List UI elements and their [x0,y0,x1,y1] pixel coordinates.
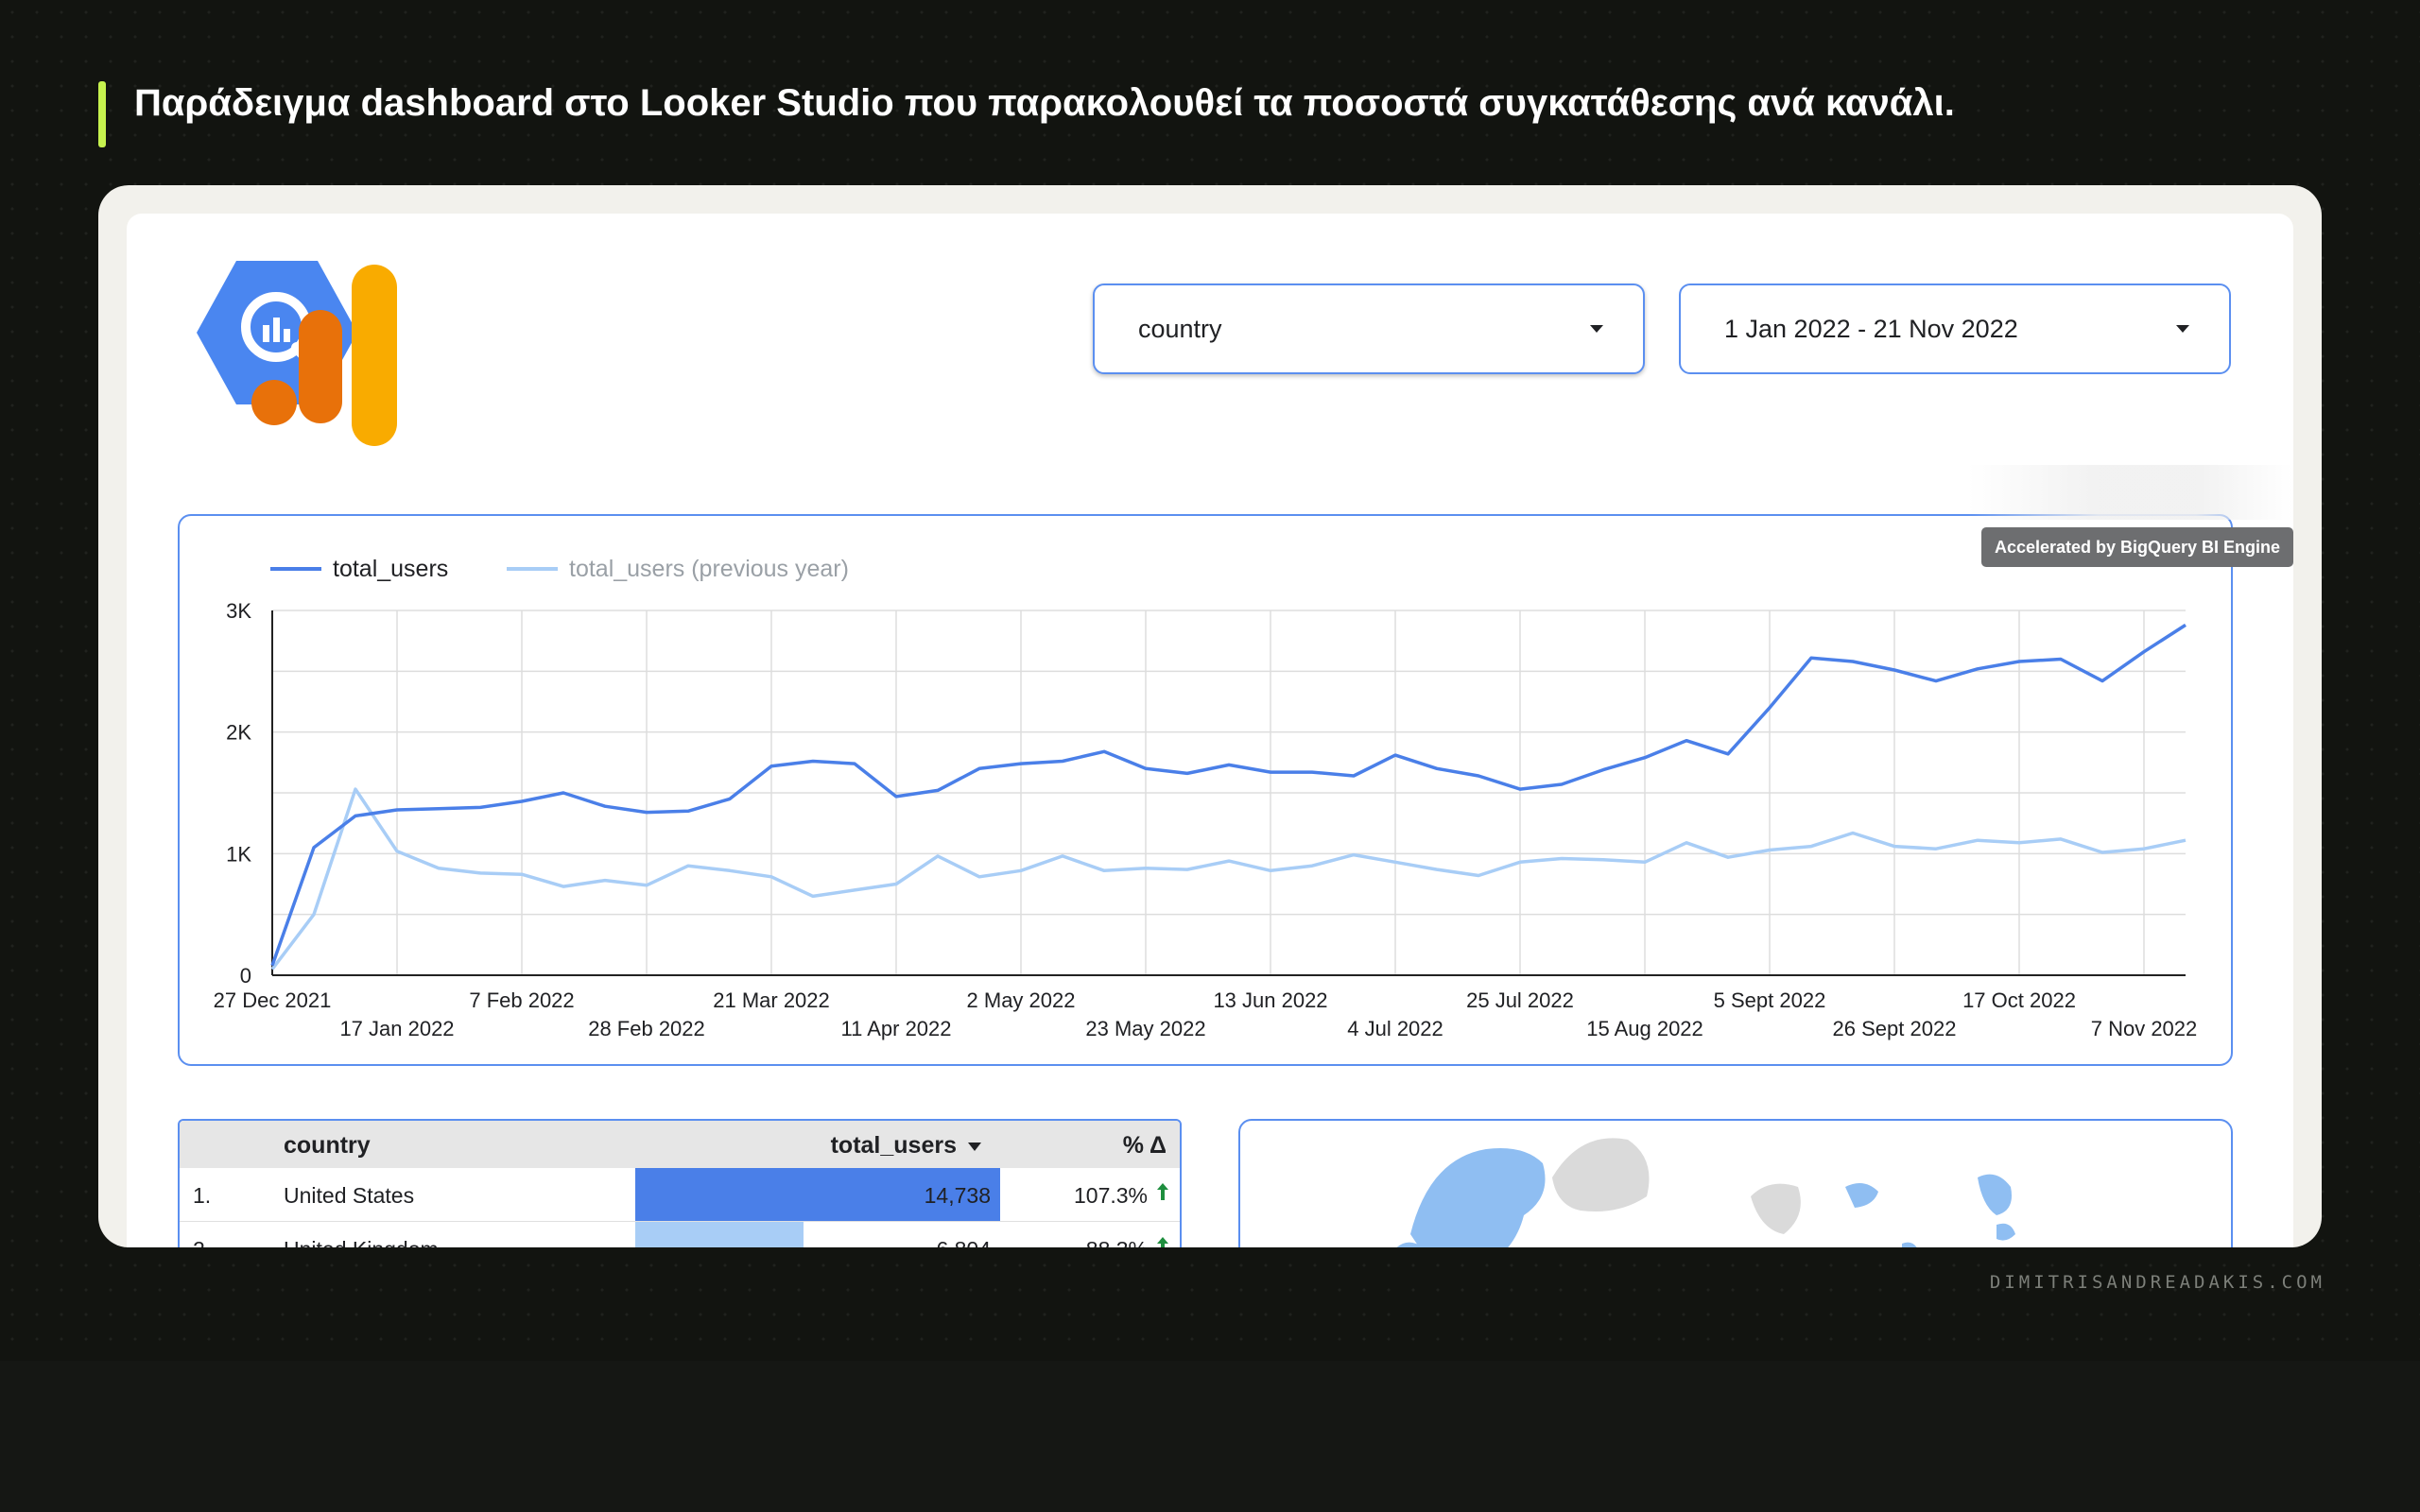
row-country: United Kingdom [284,1237,439,1247]
row-delta: 107.3% [1073,1183,1148,1208]
watermark: DIMITRISANDREADAKIS.COM [1989,1272,2325,1293]
chevron-down-icon [2176,325,2189,333]
geo-map-chart[interactable] [1238,1119,2233,1247]
x-tick-label: 2 May 2022 [967,988,1076,1012]
row-users-bar [635,1168,1000,1221]
arrow-up-icon [1157,1183,1168,1200]
x-tick-label: 23 May 2022 [1085,1017,1205,1040]
table-header: country total_users % Δ [180,1121,1180,1168]
country-table[interactable]: country total_users % Δ 1. United States… [178,1119,1182,1247]
row-index: 2. [193,1237,211,1247]
bi-engine-badge: Accelerated by BigQuery BI Engine [1981,527,2293,567]
series-line-previous-year [270,787,2187,971]
row-delta: 88.3% [1086,1237,1148,1247]
country-filter-value: country [1138,314,1222,343]
column-header-total-users[interactable]: total_users [831,1132,981,1160]
y-tick-label: 1K [226,842,251,866]
chart-toolbar [1968,465,2293,520]
row-users-bar [635,1222,804,1247]
table-row[interactable]: 2. United Kingdom 6,804 88.3% [180,1221,1180,1247]
background-footer [0,1361,2420,1512]
row-index: 1. [193,1183,212,1208]
x-tick-label: 13 Jun 2022 [1213,988,1327,1012]
x-tick-label: 7 Nov 2022 [2091,1017,2198,1040]
caption: Παράδειγμα dashboard στο Looker Studio π… [134,82,1955,124]
x-tick-label: 21 Mar 2022 [713,988,830,1012]
table-row[interactable]: 1. United States 14,738 107.3% [180,1168,1180,1221]
x-tick-label: 4 Jul 2022 [1347,1017,1443,1040]
country-filter-dropdown[interactable]: country [1093,284,1645,374]
x-tick-label: 17 Jan 2022 [339,1017,454,1040]
legend-label: total_users (previous year) [569,556,849,582]
x-tick-label: 27 Dec 2021 [214,988,332,1012]
looker-dashboard: country 1 Jan 2022 - 21 Nov 2022 0 1K 2K 3K… [127,214,2293,1247]
x-tick-label: 7 Feb 2022 [469,988,574,1012]
arrow-up-icon [1157,1237,1168,1247]
date-range-value: 1 Jan 2022 - 21 Nov 2022 [1724,314,2018,343]
geo-map-icon [1396,1138,2015,1247]
x-tick-label: 17 Oct 2022 [1962,988,2076,1012]
y-tick-label: 3K [226,599,251,623]
y-tick-label: 0 [240,964,251,988]
x-tick-label: 5 Sept 2022 [1714,988,1826,1012]
series-line-total-users [270,623,2187,967]
y-tick-label: 2K [226,721,251,745]
x-tick-label: 25 Jul 2022 [1466,988,1574,1012]
x-tick-label: 11 Apr 2022 [840,1017,951,1040]
column-header-total-users-label: total_users [830,1132,957,1159]
chart-canvas: 0 1K 2K 3K 27 Dec 2021 7 Feb 2022 21 Mar 2022 2… [214,556,2198,1040]
chevron-down-icon [1590,325,1603,333]
x-tick-label: 26 Sept 2022 [1833,1017,1957,1040]
legend-label: total_users [333,556,448,582]
x-tick-label: 15 Aug 2022 [1586,1017,1703,1040]
caption-accent-bar [98,81,106,147]
x-tick-label: 28 Feb 2022 [588,1017,705,1040]
column-header-country[interactable]: country [284,1132,371,1159]
row-country: United States [284,1183,415,1208]
column-header-delta[interactable]: % Δ [1122,1132,1167,1159]
date-range-dropdown[interactable]: 1 Jan 2022 - 21 Nov 2022 [1679,284,2231,374]
users-time-series-chart[interactable]: 0 1K 2K 3K 27 Dec 2021 7 Feb 2022 21 Mar 2022 2… [178,514,2233,1066]
row-users-value: 6,804 [936,1237,991,1247]
bigquery-analytics-logo-icon [197,261,397,446]
screenshot-frame: country 1 Jan 2022 - 21 Nov 2022 0 1K 2K 3K… [98,185,2322,1247]
row-users-value: 14,738 [924,1183,991,1208]
sort-desc-icon [968,1142,981,1151]
